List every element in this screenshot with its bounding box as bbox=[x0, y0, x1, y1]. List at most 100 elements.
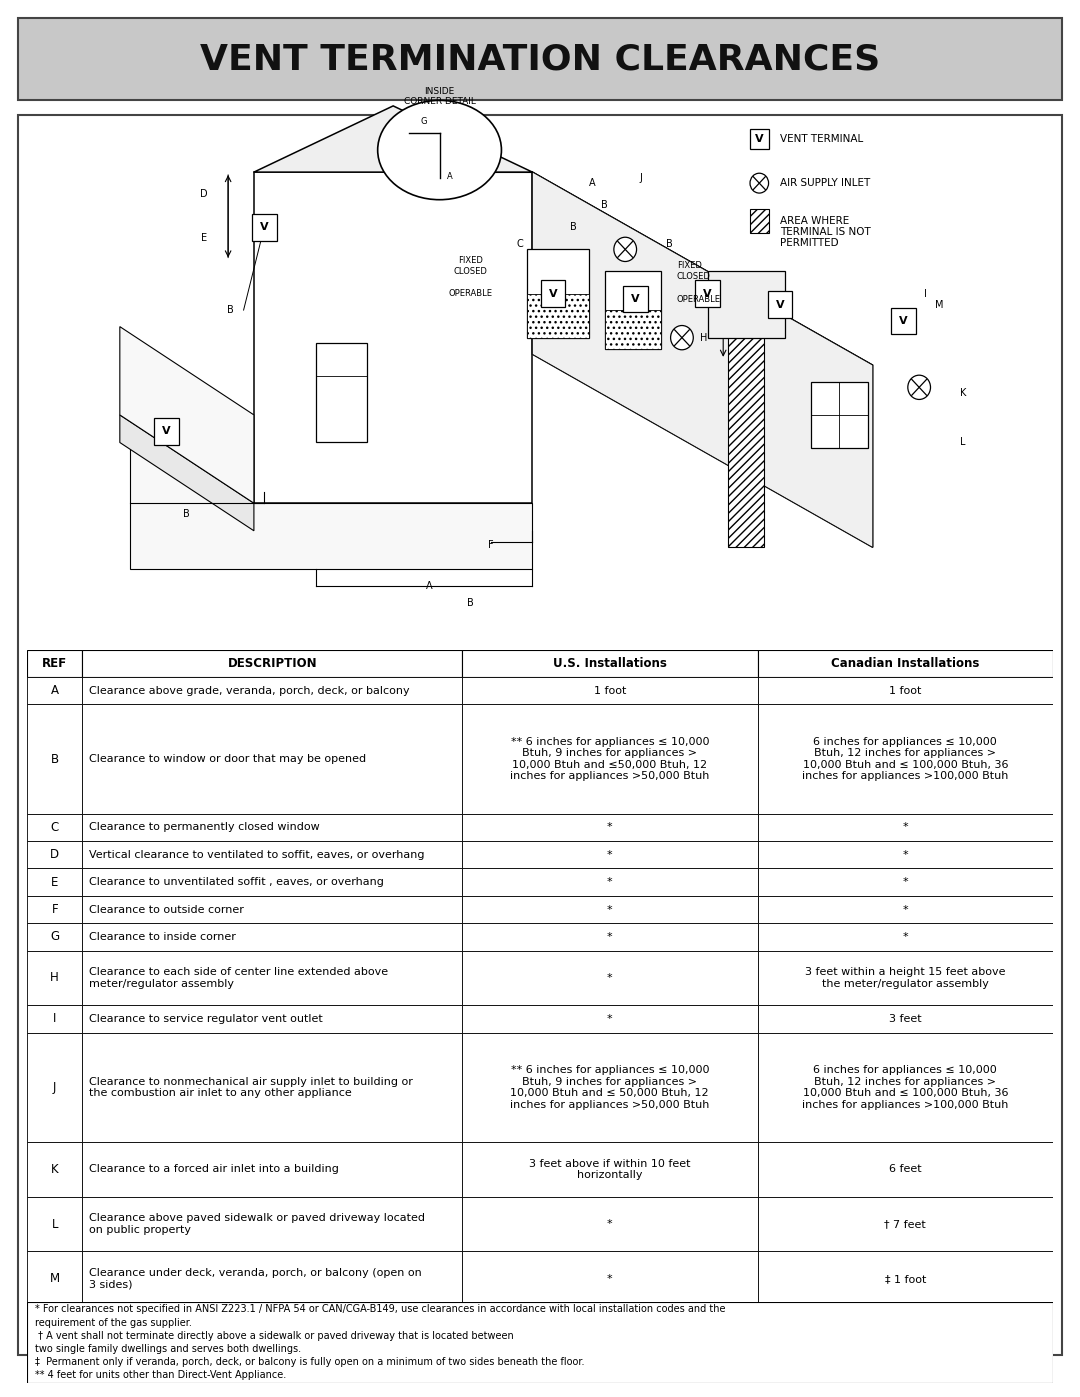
Circle shape bbox=[613, 237, 636, 261]
Bar bbox=[757, 813, 1053, 841]
Text: *: * bbox=[607, 972, 612, 983]
Text: *: * bbox=[607, 1220, 612, 1229]
Polygon shape bbox=[254, 172, 532, 503]
Text: H: H bbox=[51, 971, 59, 985]
Bar bbox=[750, 208, 769, 233]
Text: U.S. Installations: U.S. Installations bbox=[553, 657, 666, 669]
Text: *: * bbox=[607, 1014, 612, 1024]
Text: 1 foot: 1 foot bbox=[889, 686, 921, 696]
Bar bbox=[757, 895, 1053, 923]
Text: *: * bbox=[607, 904, 612, 915]
Text: *: * bbox=[903, 877, 908, 887]
Polygon shape bbox=[120, 327, 254, 503]
Text: J: J bbox=[639, 173, 643, 183]
Text: REF: REF bbox=[42, 657, 67, 669]
Bar bbox=[462, 1006, 757, 1032]
Text: V: V bbox=[755, 134, 764, 144]
Bar bbox=[82, 1032, 462, 1141]
Bar bbox=[27, 704, 82, 813]
Text: V: V bbox=[900, 316, 908, 326]
Text: *: * bbox=[607, 823, 612, 833]
Text: Clearance to a forced air inlet into a building: Clearance to a forced air inlet into a b… bbox=[89, 1165, 338, 1175]
Text: K: K bbox=[960, 388, 967, 398]
Bar bbox=[462, 950, 757, 1006]
Text: G: G bbox=[421, 117, 428, 126]
Text: VENT TERMINAL: VENT TERMINAL bbox=[780, 134, 863, 144]
Bar bbox=[757, 1032, 1053, 1141]
Bar bbox=[462, 704, 757, 813]
Text: L: L bbox=[960, 437, 966, 447]
Text: C: C bbox=[517, 239, 524, 249]
Bar bbox=[757, 1252, 1053, 1306]
Text: Clearance to nonmechanical air supply inlet to building or
the combustion air in: Clearance to nonmechanical air supply in… bbox=[89, 1077, 413, 1098]
Text: Vertical clearance to ventilated to soffit, eaves, or overhang: Vertical clearance to ventilated to soff… bbox=[89, 849, 424, 859]
Circle shape bbox=[908, 376, 931, 400]
Text: M: M bbox=[934, 299, 943, 310]
Bar bbox=[757, 1006, 1053, 1032]
Text: Clearance to window or door that may be opened: Clearance to window or door that may be … bbox=[89, 754, 366, 764]
Bar bbox=[527, 249, 589, 338]
Text: V: V bbox=[631, 293, 639, 305]
Text: *: * bbox=[903, 904, 908, 915]
Bar bbox=[27, 895, 82, 923]
Text: AIR SUPPLY INLET: AIR SUPPLY INLET bbox=[780, 179, 870, 189]
Text: 6 inches for appliances ≤ 10,000
Btuh, 12 inches for appliances >
10,000 Btuh an: 6 inches for appliances ≤ 10,000 Btuh, 1… bbox=[802, 1065, 1009, 1109]
Text: 3 feet within a height 15 feet above
the meter/regulator assembly: 3 feet within a height 15 feet above the… bbox=[805, 967, 1005, 989]
Bar bbox=[153, 418, 178, 444]
Bar bbox=[27, 950, 82, 1006]
Bar bbox=[82, 678, 462, 704]
Text: E: E bbox=[201, 233, 207, 243]
Text: V: V bbox=[260, 222, 269, 232]
Bar bbox=[18, 18, 1062, 101]
Bar bbox=[82, 950, 462, 1006]
Bar bbox=[27, 813, 82, 841]
Text: VENT TERMINATION CLEARANCES: VENT TERMINATION CLEARANCES bbox=[200, 42, 880, 75]
Text: V: V bbox=[549, 289, 557, 299]
Bar bbox=[462, 1252, 757, 1306]
Bar bbox=[462, 813, 757, 841]
Bar bbox=[527, 293, 589, 338]
Text: Clearance to permanently closed window: Clearance to permanently closed window bbox=[89, 823, 320, 833]
Text: Clearance to unventilated soffit , eaves, or overhang: Clearance to unventilated soffit , eaves… bbox=[89, 877, 383, 887]
Text: Clearance to inside corner: Clearance to inside corner bbox=[89, 932, 235, 942]
Text: I: I bbox=[924, 289, 928, 299]
Bar bbox=[82, 869, 462, 895]
Text: FIXED: FIXED bbox=[458, 256, 483, 265]
Bar bbox=[462, 678, 757, 704]
Text: FIXED: FIXED bbox=[677, 261, 702, 271]
Text: B: B bbox=[184, 510, 190, 520]
Circle shape bbox=[671, 326, 693, 349]
Text: OPERABLE: OPERABLE bbox=[677, 295, 720, 303]
Text: B: B bbox=[666, 239, 673, 249]
Bar bbox=[27, 1141, 82, 1197]
Bar bbox=[462, 650, 757, 678]
Text: J: J bbox=[53, 1081, 56, 1094]
Bar bbox=[696, 281, 720, 307]
Bar bbox=[82, 1006, 462, 1032]
Bar bbox=[82, 650, 462, 678]
Bar bbox=[462, 841, 757, 869]
Text: TERMINAL IS NOT: TERMINAL IS NOT bbox=[780, 226, 870, 236]
Text: Clearance under deck, veranda, porch, or balcony (open on
3 sides): Clearance under deck, veranda, porch, or… bbox=[89, 1268, 421, 1289]
Polygon shape bbox=[120, 415, 254, 531]
Text: *: * bbox=[903, 849, 908, 859]
Text: 1 foot: 1 foot bbox=[594, 686, 626, 696]
Text: Canadian Installations: Canadian Installations bbox=[832, 657, 980, 669]
Text: *: * bbox=[903, 932, 908, 942]
Text: G: G bbox=[50, 930, 59, 943]
Text: CORNER DETAIL: CORNER DETAIL bbox=[404, 96, 475, 106]
Text: *: * bbox=[607, 877, 612, 887]
Text: D: D bbox=[200, 189, 207, 200]
Text: *: * bbox=[903, 823, 908, 833]
Text: *: * bbox=[607, 932, 612, 942]
Text: ** 6 inches for appliances ≤ 10,000
Btuh, 9 inches for appliances >
10,000 Btuh : ** 6 inches for appliances ≤ 10,000 Btuh… bbox=[510, 736, 710, 781]
Bar bbox=[462, 895, 757, 923]
Bar bbox=[27, 1252, 82, 1306]
Bar bbox=[27, 650, 82, 678]
Text: † 7 feet: † 7 feet bbox=[885, 1220, 927, 1229]
Bar bbox=[757, 1141, 1053, 1197]
Bar bbox=[541, 281, 566, 307]
Text: V: V bbox=[162, 426, 171, 436]
Text: I: I bbox=[53, 1013, 56, 1025]
Text: A: A bbox=[589, 179, 595, 189]
